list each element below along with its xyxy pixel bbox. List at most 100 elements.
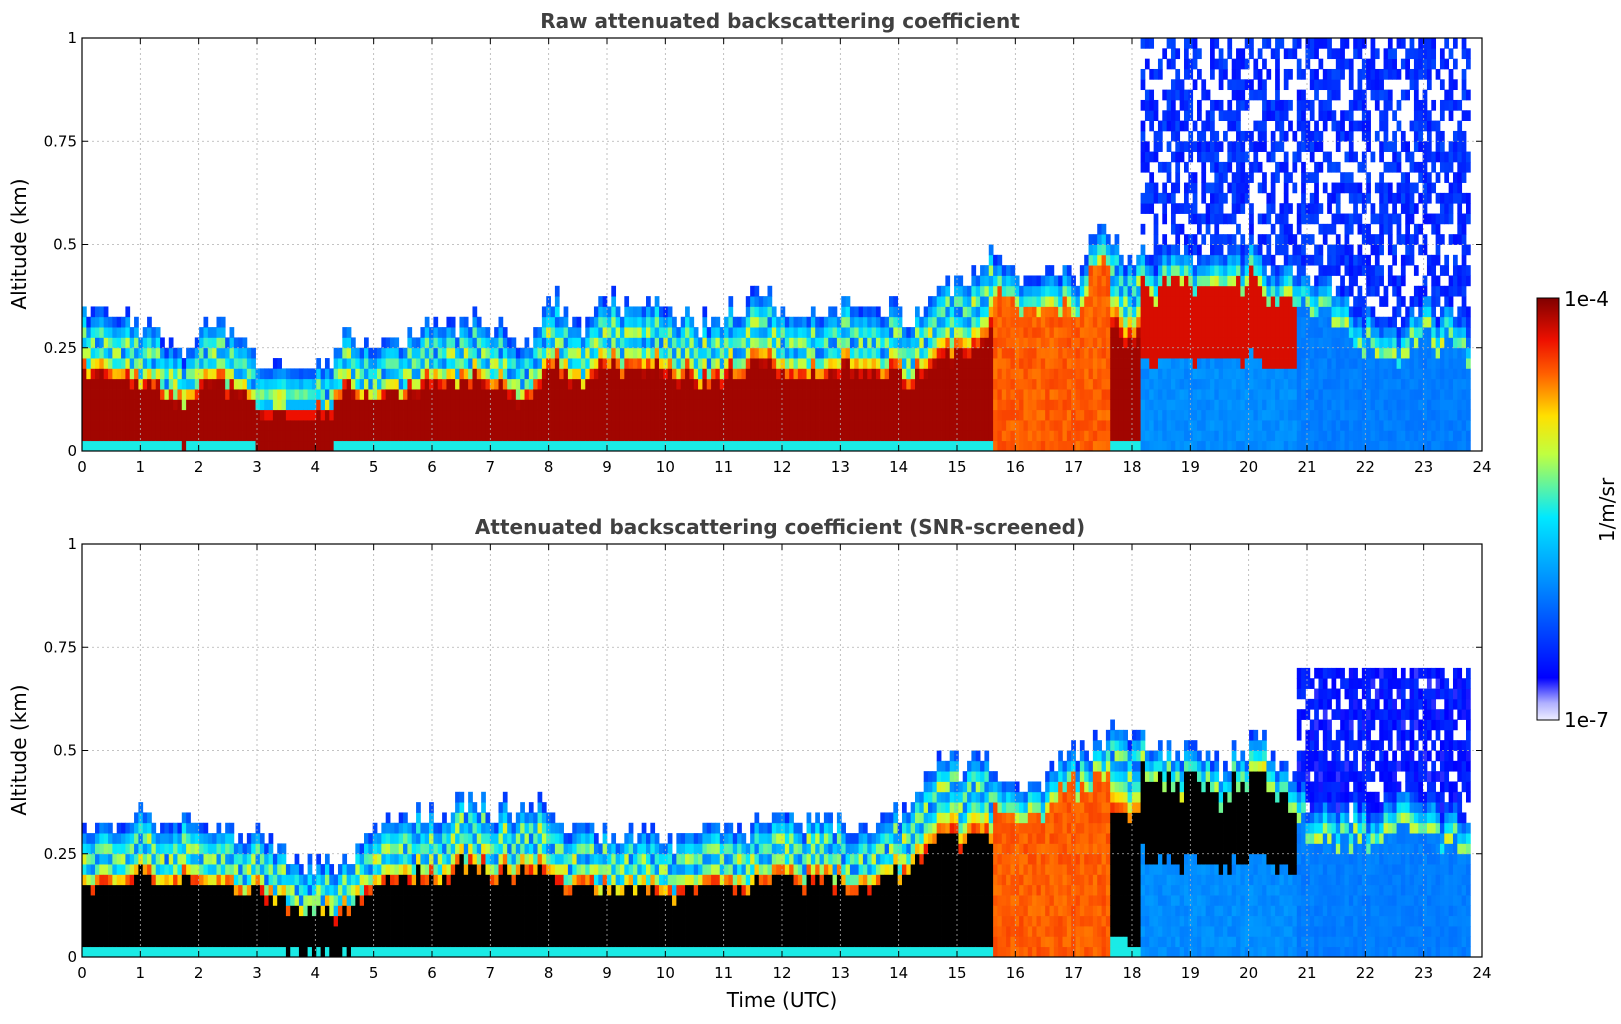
heatmap-cell [1092, 234, 1098, 245]
heatmap-cell [1197, 378, 1202, 390]
heatmap-cell [1114, 389, 1120, 400]
heatmap-cell [251, 430, 256, 442]
heatmap-cell [1305, 296, 1311, 307]
heatmap-cell [1118, 316, 1124, 328]
heatmap-cell [1340, 337, 1345, 349]
heatmap-cell [767, 368, 773, 380]
heatmap-cell [364, 378, 369, 390]
heatmap-cell [1266, 213, 1272, 225]
heatmap-cell [307, 409, 313, 421]
heatmap-cell [1045, 399, 1050, 411]
heatmap-cell [385, 378, 391, 390]
heatmap-cell [533, 337, 538, 349]
heatmap-cell [1275, 440, 1280, 452]
heatmap-cell [216, 389, 222, 400]
heatmap-cell [693, 409, 699, 421]
heatmap-cell [1014, 389, 1020, 400]
heatmap-cell [1179, 120, 1185, 132]
heatmap-cell [1114, 265, 1120, 276]
heatmap-cell [1058, 306, 1063, 318]
heatmap-cell [1366, 347, 1371, 359]
heatmap-cell [949, 440, 955, 452]
heatmap-cell [932, 440, 938, 452]
heatmap-cell [277, 358, 282, 369]
heatmap-cell [745, 440, 751, 452]
heatmap-cell [997, 306, 1003, 318]
heatmap-cell [967, 399, 972, 411]
heatmap-cell [1218, 275, 1224, 287]
heatmap-cell [329, 440, 335, 452]
heatmap-cell [1301, 265, 1306, 276]
heatmap-cell [1210, 254, 1215, 266]
heatmap-cell [507, 337, 512, 349]
heatmap-cell [1058, 337, 1063, 349]
heatmap-cell [832, 306, 838, 318]
heatmap-cell [997, 399, 1003, 411]
heatmap-cell [316, 378, 322, 390]
heatmap-cell [1218, 420, 1224, 431]
heatmap-cell [1292, 306, 1298, 318]
heatmap-cell [1370, 440, 1376, 452]
heatmap-cell [993, 347, 998, 359]
heatmap-cell [984, 430, 990, 442]
heatmap-cell [1327, 337, 1332, 349]
heatmap-cell [485, 368, 491, 380]
heatmap-cell [1301, 120, 1306, 132]
heatmap-cell [541, 306, 547, 318]
heatmap-cell [207, 358, 213, 369]
heatmap-cell [1157, 389, 1163, 400]
heatmap-cell [1010, 316, 1016, 328]
heatmap-cell [1123, 285, 1128, 297]
heatmap-cell [537, 409, 543, 421]
heatmap-cell [693, 430, 699, 442]
heatmap-cell [1162, 110, 1168, 121]
heatmap-cell [1283, 99, 1289, 111]
heatmap-cell [1357, 213, 1363, 225]
heatmap-cell [1179, 275, 1185, 287]
heatmap-cell [1101, 358, 1107, 369]
heatmap-cell [711, 409, 716, 421]
heatmap-cell [1210, 265, 1215, 276]
heatmap-cell [233, 430, 239, 442]
heatmap-cell [572, 327, 577, 338]
heatmap-cell [763, 337, 768, 349]
heatmap-cell [1361, 68, 1367, 80]
heatmap-cell [1275, 296, 1280, 307]
heatmap-cell [1218, 213, 1224, 225]
heatmap-cell [194, 337, 200, 349]
heatmap-cell [1335, 254, 1341, 266]
heatmap-cell [311, 399, 317, 411]
heatmap-cell [1214, 420, 1220, 431]
heatmap-cell [1071, 285, 1076, 297]
heatmap-cell [971, 430, 977, 442]
heatmap-cell [1262, 58, 1267, 70]
heatmap-cell [1175, 203, 1181, 214]
heatmap-cell [1270, 254, 1276, 266]
heatmap-cell [507, 420, 512, 431]
heatmap-cell [906, 378, 912, 390]
heatmap-cell [342, 430, 348, 442]
heatmap-cell [264, 430, 269, 442]
heatmap-cell [233, 389, 239, 400]
heatmap-cell [129, 368, 135, 380]
heatmap-cell [437, 358, 443, 369]
heatmap-cell [333, 347, 339, 359]
heatmap-cell [1257, 48, 1263, 60]
heatmap-cell [134, 368, 139, 380]
heatmap-cell [776, 347, 781, 359]
heatmap-cell [1301, 358, 1306, 369]
heatmap-cell [997, 440, 1003, 452]
heatmap-cell [1370, 79, 1376, 91]
heatmap-cell [1340, 399, 1345, 411]
heatmap-cell [459, 440, 465, 452]
heatmap-cell [507, 347, 512, 359]
heatmap-cell [1370, 389, 1376, 400]
heatmap-cell [1088, 296, 1094, 307]
heatmap-cell [901, 420, 907, 431]
heatmap-cell [1118, 358, 1124, 369]
heatmap-cell [307, 368, 313, 380]
heatmap-cell [1123, 327, 1128, 338]
heatmap-cell [346, 430, 352, 442]
heatmap-cell [1331, 316, 1337, 328]
heatmap-cell [1114, 409, 1120, 421]
